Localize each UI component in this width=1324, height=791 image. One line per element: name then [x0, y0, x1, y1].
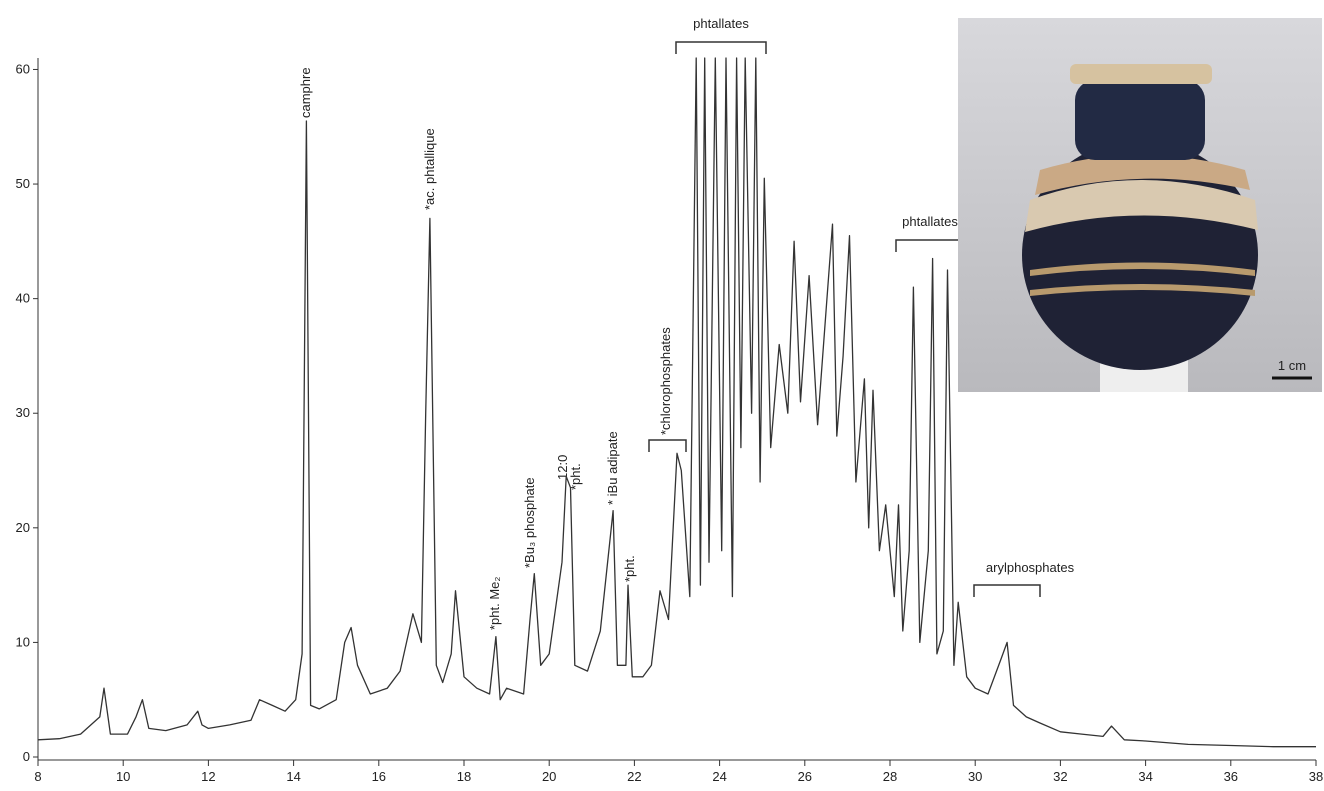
x-tick-label: 18	[457, 769, 471, 784]
y-tick-label: 40	[16, 291, 30, 306]
y-tick-label: 50	[16, 176, 30, 191]
annotation: phtallates	[902, 214, 958, 229]
annotation: arylphosphates	[986, 560, 1075, 575]
trace	[37, 57, 1316, 748]
x-tick-label: 36	[1224, 769, 1238, 784]
annotation: phtallates	[693, 16, 749, 31]
annotation: *chlorophosphates	[658, 327, 673, 435]
x-tick-label: 38	[1309, 769, 1323, 784]
annotation: 12:0	[555, 455, 570, 480]
y-tick-label: 10	[16, 634, 30, 649]
y-tick-label: 20	[16, 520, 30, 535]
bracket	[675, 41, 767, 54]
x-tick-label: 34	[1138, 769, 1152, 784]
annotation: *Bu₃ phosphate	[522, 477, 537, 568]
annotation: camphre	[298, 67, 313, 118]
photo: 1 cm	[958, 18, 1322, 392]
x-tick-label: 14	[286, 769, 300, 784]
bracket	[895, 239, 963, 252]
x-tick-label: 8	[34, 769, 41, 784]
x-tick-label: 12	[201, 769, 215, 784]
x-tick-label: 26	[798, 769, 812, 784]
x-tick-label: 32	[1053, 769, 1067, 784]
x-tick-label: 30	[968, 769, 982, 784]
x-tick-label: 22	[627, 769, 641, 784]
scale-bar-label: 1 cm	[1278, 358, 1306, 373]
annotation: *ac. phtallique	[422, 128, 437, 210]
annotation: *pht. Me₂	[487, 577, 502, 630]
x-tick-label: 28	[883, 769, 897, 784]
bracket	[648, 439, 687, 452]
bracket	[973, 584, 1041, 597]
annotation: * iBu adipate	[605, 431, 620, 505]
x-tick-label: 10	[116, 769, 130, 784]
annotation: *pht.	[622, 555, 637, 582]
y-tick-label: 60	[16, 61, 30, 76]
annotation: *pht.	[568, 463, 583, 490]
y-tick-label: 0	[23, 749, 30, 764]
y-tick-label: 30	[16, 405, 30, 420]
x-tick-label: 24	[712, 769, 726, 784]
x-tick-label: 20	[542, 769, 556, 784]
x-tick-label: 16	[372, 769, 386, 784]
